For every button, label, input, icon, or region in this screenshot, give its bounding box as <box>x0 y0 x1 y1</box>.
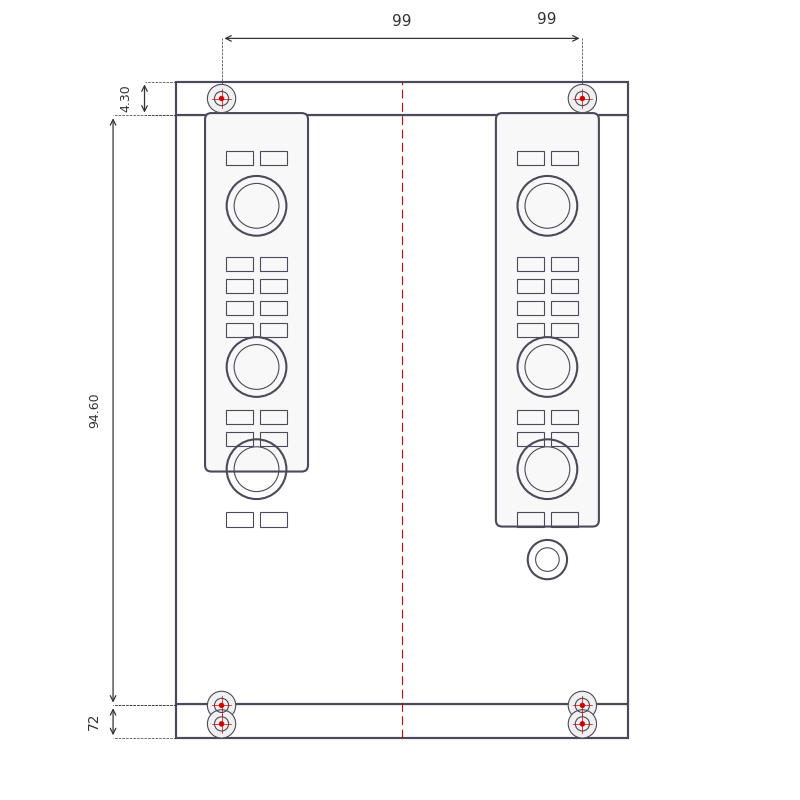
Bar <box>260 257 287 271</box>
Bar <box>550 513 578 526</box>
Circle shape <box>219 722 224 726</box>
Text: 4.30: 4.30 <box>120 85 133 113</box>
Bar <box>517 279 544 293</box>
Circle shape <box>207 691 236 719</box>
Circle shape <box>580 722 585 726</box>
Text: 72: 72 <box>87 713 102 730</box>
Bar <box>260 301 287 315</box>
Bar <box>226 301 254 315</box>
Bar <box>260 151 287 165</box>
Circle shape <box>568 691 597 719</box>
Bar <box>550 279 578 293</box>
Circle shape <box>219 703 224 708</box>
Bar <box>550 432 578 446</box>
Bar <box>226 151 254 165</box>
Bar <box>260 323 287 337</box>
Bar <box>517 410 544 424</box>
Bar <box>517 432 544 446</box>
Bar <box>517 257 544 271</box>
Circle shape <box>568 84 597 113</box>
Text: 99: 99 <box>392 14 412 29</box>
Text: 94.60: 94.60 <box>88 393 102 428</box>
Bar <box>226 257 254 271</box>
Bar <box>517 151 544 165</box>
Bar <box>517 513 544 526</box>
Bar <box>176 82 628 738</box>
Circle shape <box>207 710 236 738</box>
Bar <box>226 432 254 446</box>
Bar <box>550 301 578 315</box>
Bar <box>550 323 578 337</box>
Circle shape <box>568 710 597 738</box>
FancyBboxPatch shape <box>205 113 308 471</box>
Circle shape <box>207 84 236 113</box>
Bar <box>260 432 287 446</box>
Bar <box>550 257 578 271</box>
Circle shape <box>219 96 224 101</box>
Bar <box>226 410 254 424</box>
Text: 99: 99 <box>537 11 556 26</box>
Bar <box>517 323 544 337</box>
Bar <box>517 301 544 315</box>
Circle shape <box>580 703 585 708</box>
Bar <box>550 151 578 165</box>
FancyBboxPatch shape <box>496 113 599 526</box>
Bar <box>226 513 254 526</box>
Bar <box>260 410 287 424</box>
Bar <box>260 279 287 293</box>
Bar <box>550 410 578 424</box>
Bar <box>226 279 254 293</box>
Bar <box>226 323 254 337</box>
Circle shape <box>580 96 585 101</box>
Bar <box>260 513 287 526</box>
